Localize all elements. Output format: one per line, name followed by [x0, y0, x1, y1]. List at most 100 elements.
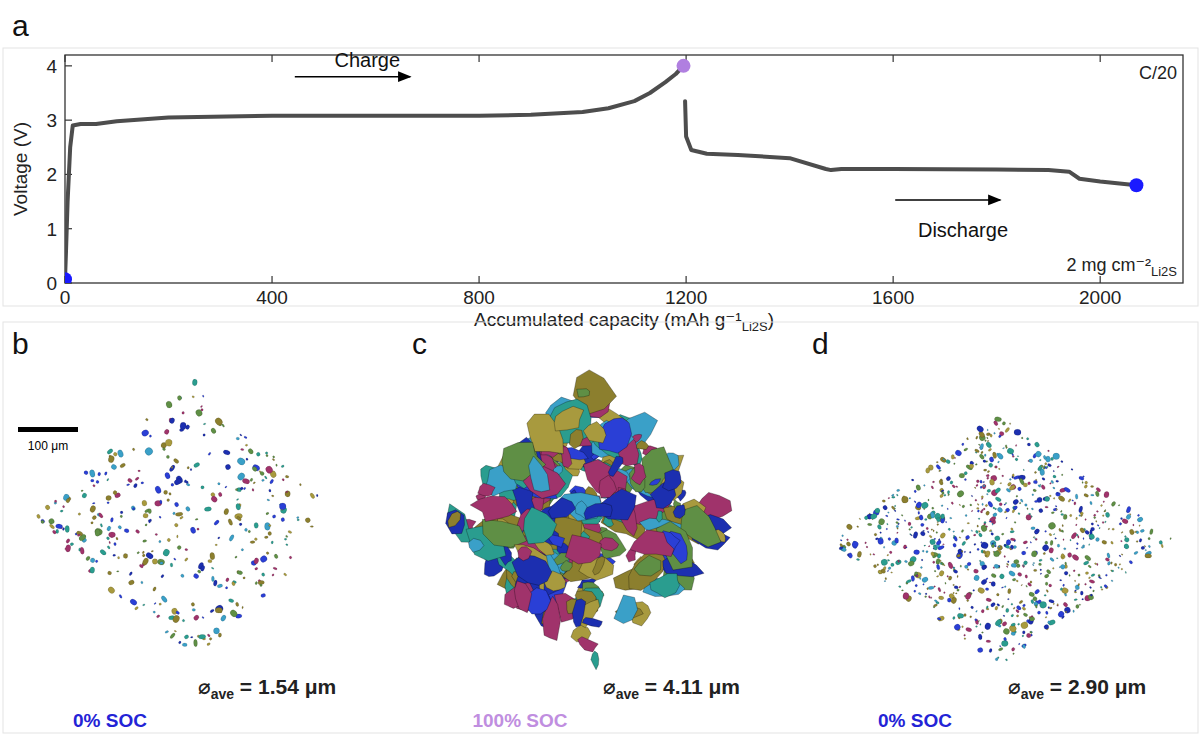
particle — [953, 463, 955, 465]
particle — [1002, 421, 1007, 426]
particle — [955, 486, 958, 488]
particle — [938, 570, 944, 577]
particle — [984, 454, 986, 457]
particle — [204, 506, 212, 511]
particle — [1018, 512, 1021, 515]
particle — [65, 538, 70, 544]
particle — [913, 590, 916, 593]
particle — [264, 465, 273, 475]
particle — [975, 619, 979, 625]
particle — [260, 593, 265, 598]
particle — [953, 535, 955, 537]
particle — [201, 486, 205, 490]
particle — [1006, 447, 1014, 455]
particle — [992, 523, 993, 525]
particle — [95, 559, 99, 563]
particle — [1026, 514, 1031, 520]
particle — [961, 529, 964, 533]
particle — [240, 448, 244, 450]
particle — [1089, 586, 1092, 589]
particle — [911, 479, 914, 482]
particle — [1054, 537, 1056, 539]
particle — [979, 623, 981, 625]
particle — [1010, 527, 1013, 530]
particle — [572, 599, 585, 627]
particle — [1093, 516, 1096, 519]
particle — [934, 570, 936, 572]
particle — [1013, 505, 1018, 510]
particle — [1041, 465, 1044, 467]
particle — [673, 505, 685, 519]
particle — [1101, 589, 1103, 591]
particle — [964, 613, 967, 616]
particle — [921, 559, 923, 561]
particle — [227, 518, 233, 526]
particle — [1096, 510, 1099, 512]
particle — [89, 505, 96, 513]
particle — [937, 615, 945, 622]
particle — [174, 523, 179, 528]
particle — [179, 516, 183, 520]
particle — [160, 500, 163, 504]
particle — [979, 480, 982, 484]
particle — [150, 519, 152, 522]
particle — [930, 551, 935, 556]
particle — [1048, 547, 1054, 554]
particle — [920, 566, 923, 569]
particle — [998, 428, 1000, 430]
particle — [1110, 561, 1112, 564]
particle — [1006, 608, 1010, 613]
particle — [1069, 514, 1072, 517]
background — [0, 0, 1201, 736]
particle — [964, 551, 966, 553]
particle — [190, 526, 197, 534]
particle — [65, 525, 69, 532]
particle — [959, 473, 965, 478]
particle — [976, 479, 980, 483]
particle — [981, 495, 984, 498]
particle — [119, 462, 126, 468]
particle — [1007, 598, 1009, 600]
particle — [992, 507, 995, 510]
particle — [1103, 501, 1105, 503]
particle — [991, 544, 995, 548]
diameter-sub: ave — [1021, 686, 1045, 702]
particle — [1091, 494, 1095, 496]
particle — [1024, 503, 1027, 506]
particle — [910, 526, 912, 528]
particle — [142, 554, 145, 557]
particle — [1006, 563, 1009, 566]
particle — [1017, 572, 1022, 577]
particle — [916, 574, 919, 576]
particle — [848, 552, 853, 558]
particle — [282, 478, 285, 481]
particle — [1087, 593, 1094, 600]
particle — [986, 474, 990, 477]
particle — [994, 535, 1001, 541]
particle — [845, 523, 853, 531]
particle — [978, 620, 980, 622]
particle — [272, 515, 276, 519]
particle — [1102, 515, 1104, 517]
particle — [469, 538, 484, 552]
particle — [65, 544, 71, 552]
particle — [106, 448, 113, 455]
particle — [272, 458, 275, 461]
particle — [273, 567, 278, 571]
particle — [170, 563, 173, 567]
particle — [202, 616, 205, 619]
particle — [924, 595, 927, 597]
state-marker — [1129, 178, 1143, 192]
particle — [254, 537, 258, 541]
particle — [894, 538, 898, 544]
particle — [884, 580, 886, 581]
plot-data — [65, 59, 1143, 283]
particle — [1084, 484, 1089, 489]
particle — [981, 565, 985, 570]
particle — [998, 546, 1000, 548]
diameter-label: ⌀ave = 1.54 μm — [198, 675, 336, 702]
particle — [1033, 536, 1035, 538]
particle — [882, 505, 888, 511]
particle — [200, 408, 203, 411]
particle — [206, 642, 210, 646]
